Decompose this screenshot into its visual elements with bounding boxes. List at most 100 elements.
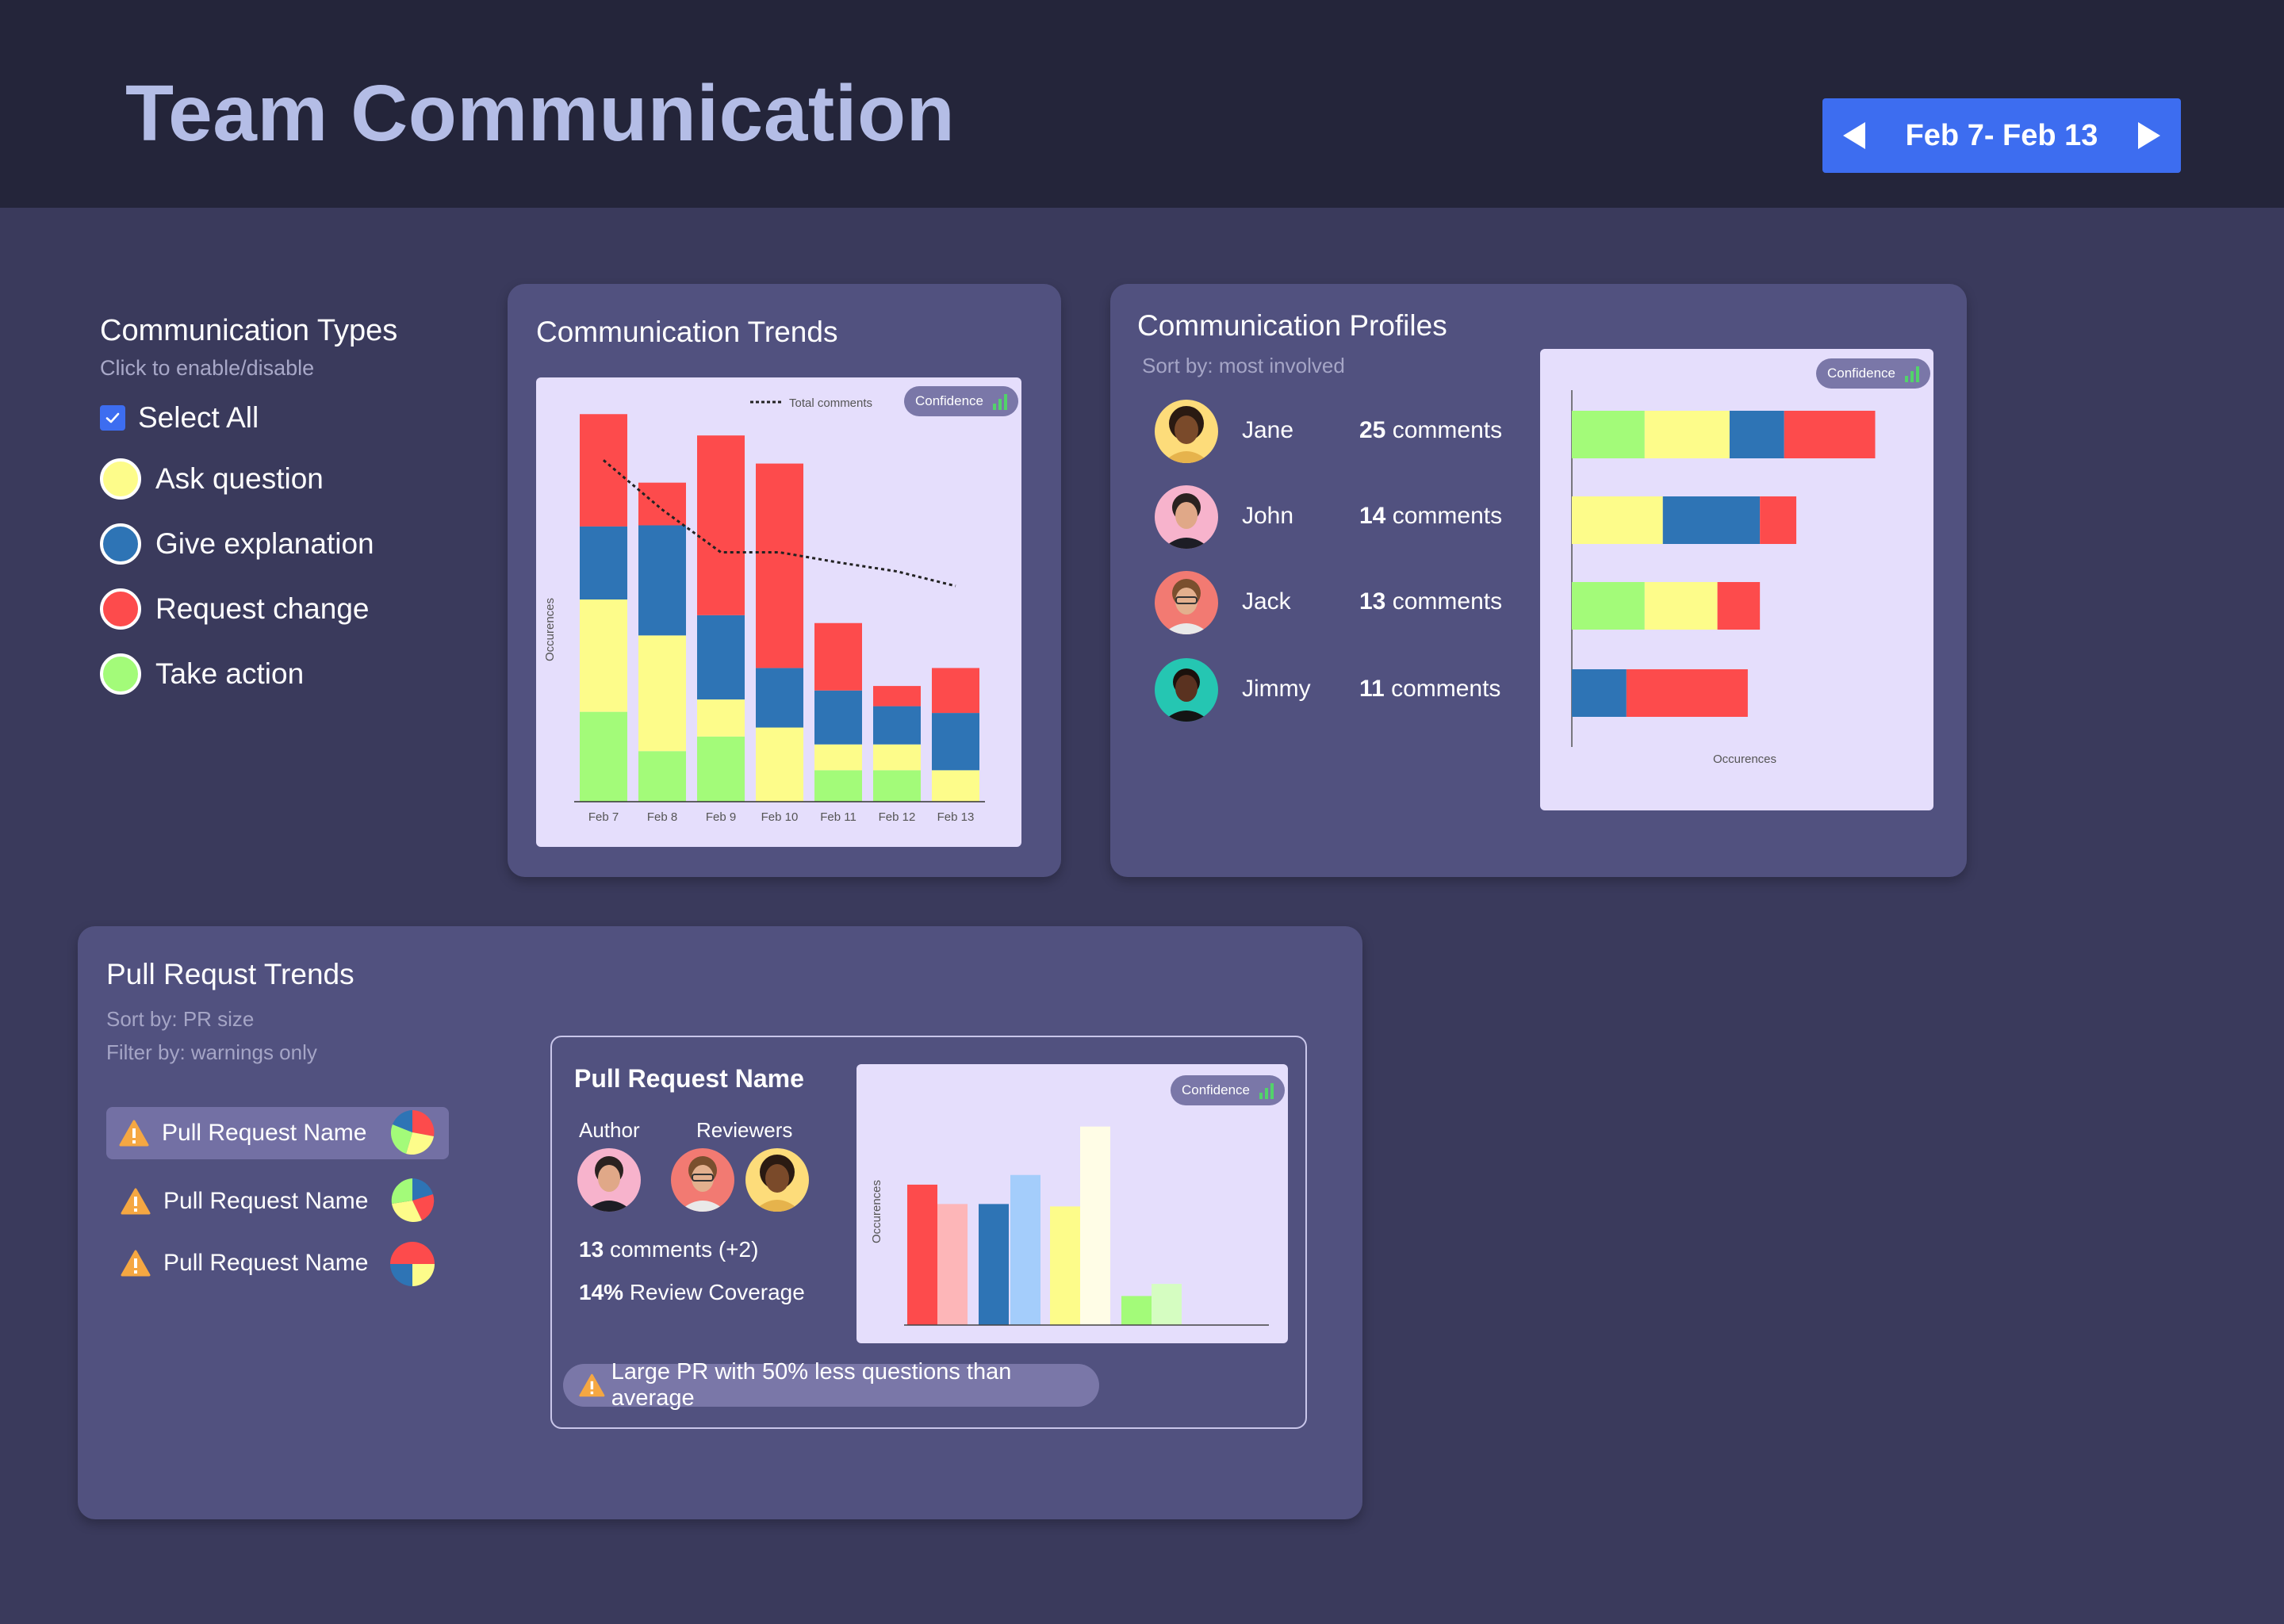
- bar-segment[interactable]: [697, 435, 745, 615]
- confidence-indicator: Confidence: [904, 386, 1019, 416]
- x-tick-label: Feb 9: [706, 810, 736, 824]
- x-tick-label: Feb 10: [761, 810, 799, 824]
- communication-types-filter: Communication Types Click to enable/disa…: [100, 314, 481, 695]
- bar-segment[interactable]: [1662, 496, 1761, 544]
- bar-segment[interactable]: [1572, 496, 1663, 544]
- pr-chart-panel: Occurences Confidence: [856, 1064, 1288, 1343]
- bar-segment[interactable]: [697, 699, 745, 737]
- x-tick-label: Feb 7: [588, 810, 619, 824]
- communication-trends-chart-panel: Feb 7 Feb 8 Feb 9 Feb 10 Feb 11 Feb 12 Feb 13 …: [536, 377, 1021, 847]
- reviewer-avatar: [745, 1148, 809, 1212]
- bar-segment[interactable]: [814, 744, 862, 771]
- avatar-jimmy: [1155, 658, 1218, 722]
- profile-comment-count: 11 comments: [1359, 676, 1501, 702]
- pr-comment-type-chart: Occurences: [870, 1126, 1269, 1326]
- bar-segment[interactable]: [1572, 582, 1645, 630]
- communication-types-hint: Click to enable/disable: [100, 356, 315, 380]
- type-toggle-ask-question[interactable]: Ask question: [100, 458, 481, 500]
- bar-segment[interactable]: [1572, 411, 1645, 458]
- pr-mix-pie-icon: [391, 1178, 435, 1223]
- bar[interactable]: [1010, 1174, 1040, 1325]
- bar[interactable]: [979, 1204, 1009, 1325]
- bar-segment[interactable]: [580, 414, 627, 527]
- avatar-john: [1155, 485, 1218, 549]
- bar[interactable]: [1152, 1284, 1182, 1325]
- profile-comment-count: 14 comments: [1359, 503, 1503, 529]
- bar-segment[interactable]: [638, 635, 686, 752]
- bar-segment[interactable]: [580, 599, 627, 712]
- bar-segment[interactable]: [580, 711, 627, 802]
- x-axis-label: Occurences: [1713, 753, 1776, 766]
- bar[interactable]: [1050, 1206, 1080, 1325]
- bar-segment[interactable]: [1717, 582, 1761, 630]
- communication-trends-card: Communication Trends Feb 7 Feb 8 Feb 9 Feb …: [508, 284, 1061, 877]
- profile-name: Jack: [1242, 588, 1291, 615]
- bar-segment[interactable]: [814, 770, 862, 802]
- author-label: Author: [579, 1118, 640, 1142]
- warning-icon: [121, 1188, 151, 1215]
- bar-segment[interactable]: [932, 713, 979, 771]
- bar-segment[interactable]: [1644, 411, 1730, 458]
- bar-segment[interactable]: [580, 526, 627, 599]
- bar-segment[interactable]: [638, 482, 686, 526]
- select-all-toggle[interactable]: Select All: [100, 401, 481, 435]
- bar-segment[interactable]: [873, 744, 921, 771]
- bar-segment[interactable]: [932, 668, 979, 714]
- next-week-arrow-icon[interactable]: [2138, 122, 2160, 149]
- type-toggle-take-action[interactable]: Take action: [100, 653, 481, 695]
- date-range-navigator: Feb 7- Feb 13: [1822, 98, 2181, 173]
- bar-segment[interactable]: [873, 770, 921, 802]
- pr-list-item[interactable]: Pull Request Name: [121, 1237, 449, 1289]
- bar-segment[interactable]: [697, 736, 745, 802]
- y-axis-label: Occurences: [543, 598, 557, 661]
- profiles-sort-label[interactable]: Sort by: most involved: [1142, 354, 1345, 377]
- pr-sort-label[interactable]: Sort by: PR size: [106, 1007, 255, 1031]
- bar-segment[interactable]: [873, 706, 921, 745]
- legend-total-comments: Total comments: [789, 396, 872, 410]
- bar-segment[interactable]: [756, 463, 803, 668]
- bar-segment[interactable]: [1760, 496, 1797, 544]
- pr-review-coverage: 14% Review Coverage: [579, 1280, 805, 1304]
- date-range-label: Feb 7- Feb 13: [1905, 118, 2098, 152]
- pr-detail-panel: [550, 1036, 1307, 1429]
- profile-name: John: [1242, 503, 1294, 529]
- signal-bars-icon: [1259, 1082, 1274, 1099]
- pr-list-item[interactable]: Pull Request Name: [121, 1175, 449, 1228]
- bar-segment[interactable]: [1572, 669, 1627, 717]
- bar-segment[interactable]: [756, 668, 803, 728]
- bar-segment[interactable]: [873, 686, 921, 707]
- bar-segment[interactable]: [1644, 582, 1718, 630]
- pull-request-trends-title: Pull Requst Trends: [106, 958, 354, 990]
- communication-types-title: Communication Types: [100, 314, 398, 347]
- bar-segment[interactable]: [814, 690, 862, 745]
- pr-filter-label[interactable]: Filter by: warnings only: [106, 1040, 317, 1064]
- bar[interactable]: [937, 1204, 968, 1325]
- bar-segment[interactable]: [697, 615, 745, 700]
- bar-segment[interactable]: [638, 525, 686, 636]
- bar[interactable]: [1080, 1126, 1110, 1325]
- header-bar: Team Communication Feb 7- Feb 13: [0, 0, 2284, 208]
- bar-segment[interactable]: [638, 751, 686, 802]
- profiles-bar-chart: Occurences: [1571, 390, 1876, 766]
- bar-segment[interactable]: [756, 727, 803, 802]
- reviewer-avatar: [671, 1148, 734, 1212]
- bar-segment[interactable]: [932, 770, 979, 802]
- type-label: Take action: [155, 657, 305, 690]
- pr-warning-banner: Large PR with 50% less questions than av…: [563, 1359, 1099, 1411]
- bar-segment[interactable]: [1626, 669, 1748, 717]
- reviewers-label: Reviewers: [696, 1118, 793, 1142]
- select-all-checkbox[interactable]: [100, 405, 125, 431]
- avatar-jack: [1155, 571, 1218, 634]
- previous-week-arrow-icon[interactable]: [1843, 122, 1865, 149]
- type-toggle-give-explanation[interactable]: Give explanation: [100, 523, 481, 565]
- bar-segment[interactable]: [1729, 411, 1784, 458]
- type-label: Request change: [155, 592, 370, 625]
- confidence-label: Confidence: [1827, 366, 1896, 381]
- type-toggle-request-change[interactable]: Request change: [100, 588, 481, 630]
- bar[interactable]: [1121, 1296, 1152, 1325]
- bar[interactable]: [907, 1184, 937, 1325]
- bar-segment[interactable]: [1784, 411, 1876, 458]
- type-label: Give explanation: [155, 527, 374, 560]
- signal-bars-icon: [993, 393, 1008, 410]
- bar-segment[interactable]: [814, 622, 862, 691]
